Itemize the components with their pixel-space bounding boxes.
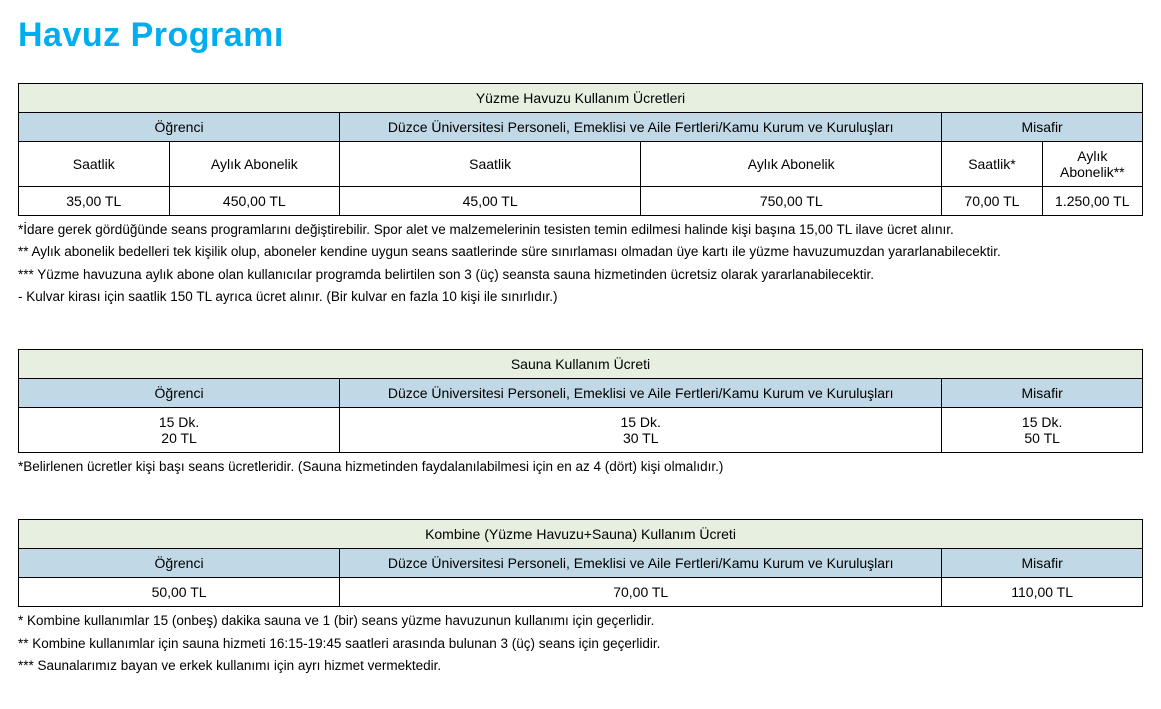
pool-group-student: Öğrenci — [19, 113, 340, 142]
sauna-table-title: Sauna Kullanım Ücreti — [19, 350, 1143, 379]
pool-price-student-monthly: 450,00 TL — [169, 187, 340, 216]
sauna-cell-student: 15 Dk. 20 TL — [19, 408, 340, 453]
combo-group-staff: Düzce Üniversitesi Personeli, Emeklisi v… — [340, 549, 942, 578]
combo-group-guest: Misafir — [942, 549, 1143, 578]
pool-group-staff: Düzce Üniversitesi Personeli, Emeklisi v… — [340, 113, 942, 142]
pool-note-1: *İdare gerek gördüğünde seans programlar… — [18, 220, 1143, 240]
sauna-group-student: Öğrenci — [19, 379, 340, 408]
pool-note-4: - Kulvar kirası için saatlik 150 TL ayrı… — [18, 287, 1143, 307]
pool-sub-guest-monthly: Aylık Abonelik** — [1042, 142, 1142, 187]
pool-price-student-hourly: 35,00 TL — [19, 187, 170, 216]
sauna-cell-staff: 15 Dk. 30 TL — [340, 408, 942, 453]
combo-note-1: * Kombine kullanımlar 15 (onbeş) dakika … — [18, 611, 1143, 631]
pool-price-staff-monthly: 750,00 TL — [641, 187, 942, 216]
pool-table-title: Yüzme Havuzu Kullanım Ücretleri — [19, 84, 1143, 113]
sauna-group-guest: Misafir — [942, 379, 1143, 408]
combo-notes: * Kombine kullanımlar 15 (onbeş) dakika … — [18, 611, 1143, 676]
combo-price-guest: 110,00 TL — [942, 578, 1143, 607]
sauna-student-duration: 15 Dk. — [29, 414, 329, 430]
sauna-group-staff: Düzce Üniversitesi Personeli, Emeklisi v… — [340, 379, 942, 408]
sauna-guest-duration: 15 Dk. — [952, 414, 1132, 430]
pool-sub-student-monthly: Aylık Abonelik — [169, 142, 340, 187]
sauna-staff-price: 30 TL — [350, 430, 931, 446]
pool-price-staff-hourly: 45,00 TL — [340, 187, 641, 216]
pool-sub-staff-hourly: Saatlik — [340, 142, 641, 187]
combo-group-student: Öğrenci — [19, 549, 340, 578]
sauna-cell-guest: 15 Dk. 50 TL — [942, 408, 1143, 453]
sauna-notes: *Belirlenen ücretler kişi başı seans ücr… — [18, 457, 1143, 477]
pool-notes: *İdare gerek gördüğünde seans programlar… — [18, 220, 1143, 307]
combo-pricing-table: Kombine (Yüzme Havuzu+Sauna) Kullanım Üc… — [18, 519, 1143, 607]
pool-note-3: *** Yüzme havuzuna aylık abone olan kull… — [18, 265, 1143, 285]
sauna-staff-duration: 15 Dk. — [350, 414, 931, 430]
sauna-student-price: 20 TL — [29, 430, 329, 446]
combo-table-title: Kombine (Yüzme Havuzu+Sauna) Kullanım Üc… — [19, 520, 1143, 549]
pool-group-guest: Misafir — [942, 113, 1143, 142]
pool-note-2: ** Aylık abonelik bedelleri tek kişilik … — [18, 242, 1143, 262]
sauna-pricing-table: Sauna Kullanım Ücreti Öğrenci Düzce Üniv… — [18, 349, 1143, 453]
pool-sub-guest-hourly: Saatlik* — [942, 142, 1042, 187]
combo-note-2: ** Kombine kullanımlar için sauna hizmet… — [18, 634, 1143, 654]
pool-price-guest-hourly: 70,00 TL — [942, 187, 1042, 216]
page-title: Havuz Programı — [18, 16, 1143, 55]
combo-note-3: *** Saunalarımız bayan ve erkek kullanım… — [18, 656, 1143, 676]
combo-price-staff: 70,00 TL — [340, 578, 942, 607]
pool-sub-student-hourly: Saatlik — [19, 142, 170, 187]
pool-price-guest-monthly: 1.250,00 TL — [1042, 187, 1142, 216]
sauna-note-1: *Belirlenen ücretler kişi başı seans ücr… — [18, 457, 1143, 477]
pool-sub-staff-monthly: Aylık Abonelik — [641, 142, 942, 187]
combo-price-student: 50,00 TL — [19, 578, 340, 607]
sauna-guest-price: 50 TL — [952, 430, 1132, 446]
pool-pricing-table: Yüzme Havuzu Kullanım Ücretleri Öğrenci … — [18, 83, 1143, 216]
